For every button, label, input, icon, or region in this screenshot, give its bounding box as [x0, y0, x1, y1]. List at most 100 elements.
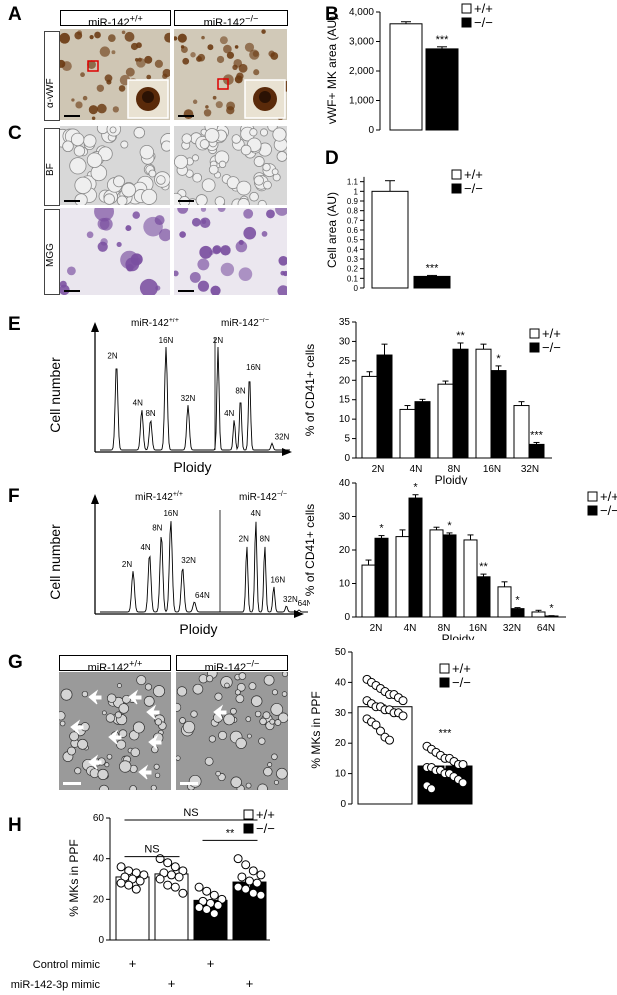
chart-e-y-tick-label: 35 [339, 317, 351, 328]
stained-cell [112, 106, 119, 113]
phase-cell [251, 695, 263, 707]
phase-cell [129, 785, 137, 790]
arrow-icon [70, 719, 84, 735]
bf-cell [116, 195, 128, 205]
mgg-cell [139, 278, 158, 295]
chart-e-x-tick-label: 32N [521, 464, 539, 475]
chart-d-y-tick-label: 0.7 [347, 216, 359, 225]
scale-bar [64, 290, 80, 292]
phase-cell [262, 711, 271, 720]
stained-cell [234, 75, 243, 84]
chart-h-data-point [233, 854, 243, 864]
inset-nucleus [142, 91, 154, 103]
phase-cell [67, 746, 76, 756]
chart-d-y-tick-label: 0.4 [347, 245, 359, 254]
chart-h-y-tick-label: 40 [93, 854, 105, 865]
stained-cell [60, 32, 70, 44]
chart-e-y-tick-label: 30 [339, 336, 351, 347]
chart-g-data-point [427, 784, 436, 794]
bf-cell [263, 180, 272, 190]
peak-label: 8N [152, 523, 162, 532]
header-g-ko-text: miR-142−/− [204, 658, 260, 674]
bf-cell [109, 126, 117, 134]
chart-f-x-tick-label: 32N [503, 623, 521, 634]
stained-cell [182, 57, 190, 65]
bf-cell [148, 169, 157, 178]
chart-h-data-point [213, 900, 223, 910]
phase-cell [271, 689, 278, 696]
chart-f-bar [510, 608, 525, 618]
chart-d-y-tick-label: 0.2 [347, 265, 359, 274]
phase-cell [254, 710, 262, 718]
phase-cell [204, 756, 214, 766]
stained-cell [99, 46, 111, 57]
phase-cell [97, 768, 109, 780]
stained-cell [215, 101, 223, 109]
scale-bar [64, 200, 80, 202]
chart-e-x-tick-label: 16N [483, 464, 501, 475]
peak-label: 4N [251, 509, 261, 518]
chart-d-significance: *** [426, 262, 440, 274]
chart-h-bracket-label: ** [226, 827, 235, 839]
chart-f-x-tick-label: 16N [469, 623, 487, 634]
chart-g-y-tick-label: 0 [340, 799, 346, 810]
chart-d-y-tick-label: 0.3 [347, 255, 359, 264]
bf-cell [257, 199, 267, 205]
peak-label: 32N [283, 595, 298, 604]
stained-cell [252, 50, 259, 57]
chart-d-y-tick-label: 0.9 [347, 197, 359, 206]
mgg-cell [261, 231, 268, 237]
phase-cell [223, 713, 235, 726]
chart-h-data-point [237, 872, 247, 882]
chart-g-data-point [398, 711, 408, 721]
micrograph-g-wt [59, 672, 171, 790]
panel-label-e: E [8, 314, 21, 335]
chart-d-y-tick-label: 0.5 [347, 236, 359, 245]
chart-e-bar [452, 348, 469, 459]
panel-label-c: C [8, 123, 22, 144]
micrograph-bf-wt [60, 126, 170, 205]
bf-cell [141, 188, 158, 205]
chart-h-data-point [209, 909, 219, 919]
arrow-icon [128, 689, 142, 705]
mgg-cell [66, 266, 76, 276]
peak-label: 16N [270, 576, 285, 585]
chart-h-treatment-mark: + [168, 976, 176, 991]
chart-h-data-point [155, 874, 165, 884]
inset-marker [217, 78, 229, 90]
stained-cell [137, 57, 142, 62]
chart-g-data-point [376, 726, 385, 736]
x-axis-arrow [282, 448, 292, 456]
chart-b-legend-wt-label: +/+ [474, 1, 493, 16]
chart-d-y-tick-label: 1 [354, 187, 359, 196]
chart-e-bar [437, 383, 454, 459]
phase-cell [281, 691, 288, 697]
chart-f-significance: * [447, 520, 452, 532]
chart-h-treatment-mark: + [246, 976, 254, 991]
chart-f-y-tick-label: 40 [339, 478, 351, 489]
stained-cell [75, 101, 83, 109]
phase-cell [144, 683, 153, 691]
bf-cell [192, 172, 203, 183]
chart-f-bar [497, 586, 512, 618]
micrograph-vwf-wt [60, 29, 170, 120]
chart-g: 0 10 20 30 40 50 % MKs in PPF *** +/+−/− [309, 647, 473, 810]
chart-h-data-point [194, 902, 204, 912]
chart-g-y-tick-label: 50 [335, 647, 347, 658]
chart-h-treatment-mark: + [207, 956, 215, 971]
row-label-vwf: α-vWF [45, 78, 56, 108]
phase-cell [276, 767, 288, 780]
chart-b-significance: *** [436, 34, 450, 46]
peak-label: 8N [235, 386, 245, 395]
chart-e-y-tick-label: 0 [344, 453, 350, 464]
chart-h-treatment-mark: + [129, 956, 137, 971]
chart-h-data-point [202, 886, 212, 896]
chart-h-data-point [170, 882, 180, 892]
arrow-icon [108, 729, 122, 745]
phase-cell [176, 686, 188, 697]
phase-cell [208, 735, 216, 743]
stained-cell [125, 67, 135, 77]
phase-cell [154, 718, 162, 726]
chart-b-legend-ko-label: −/− [474, 15, 493, 30]
stained-cell [94, 31, 101, 39]
